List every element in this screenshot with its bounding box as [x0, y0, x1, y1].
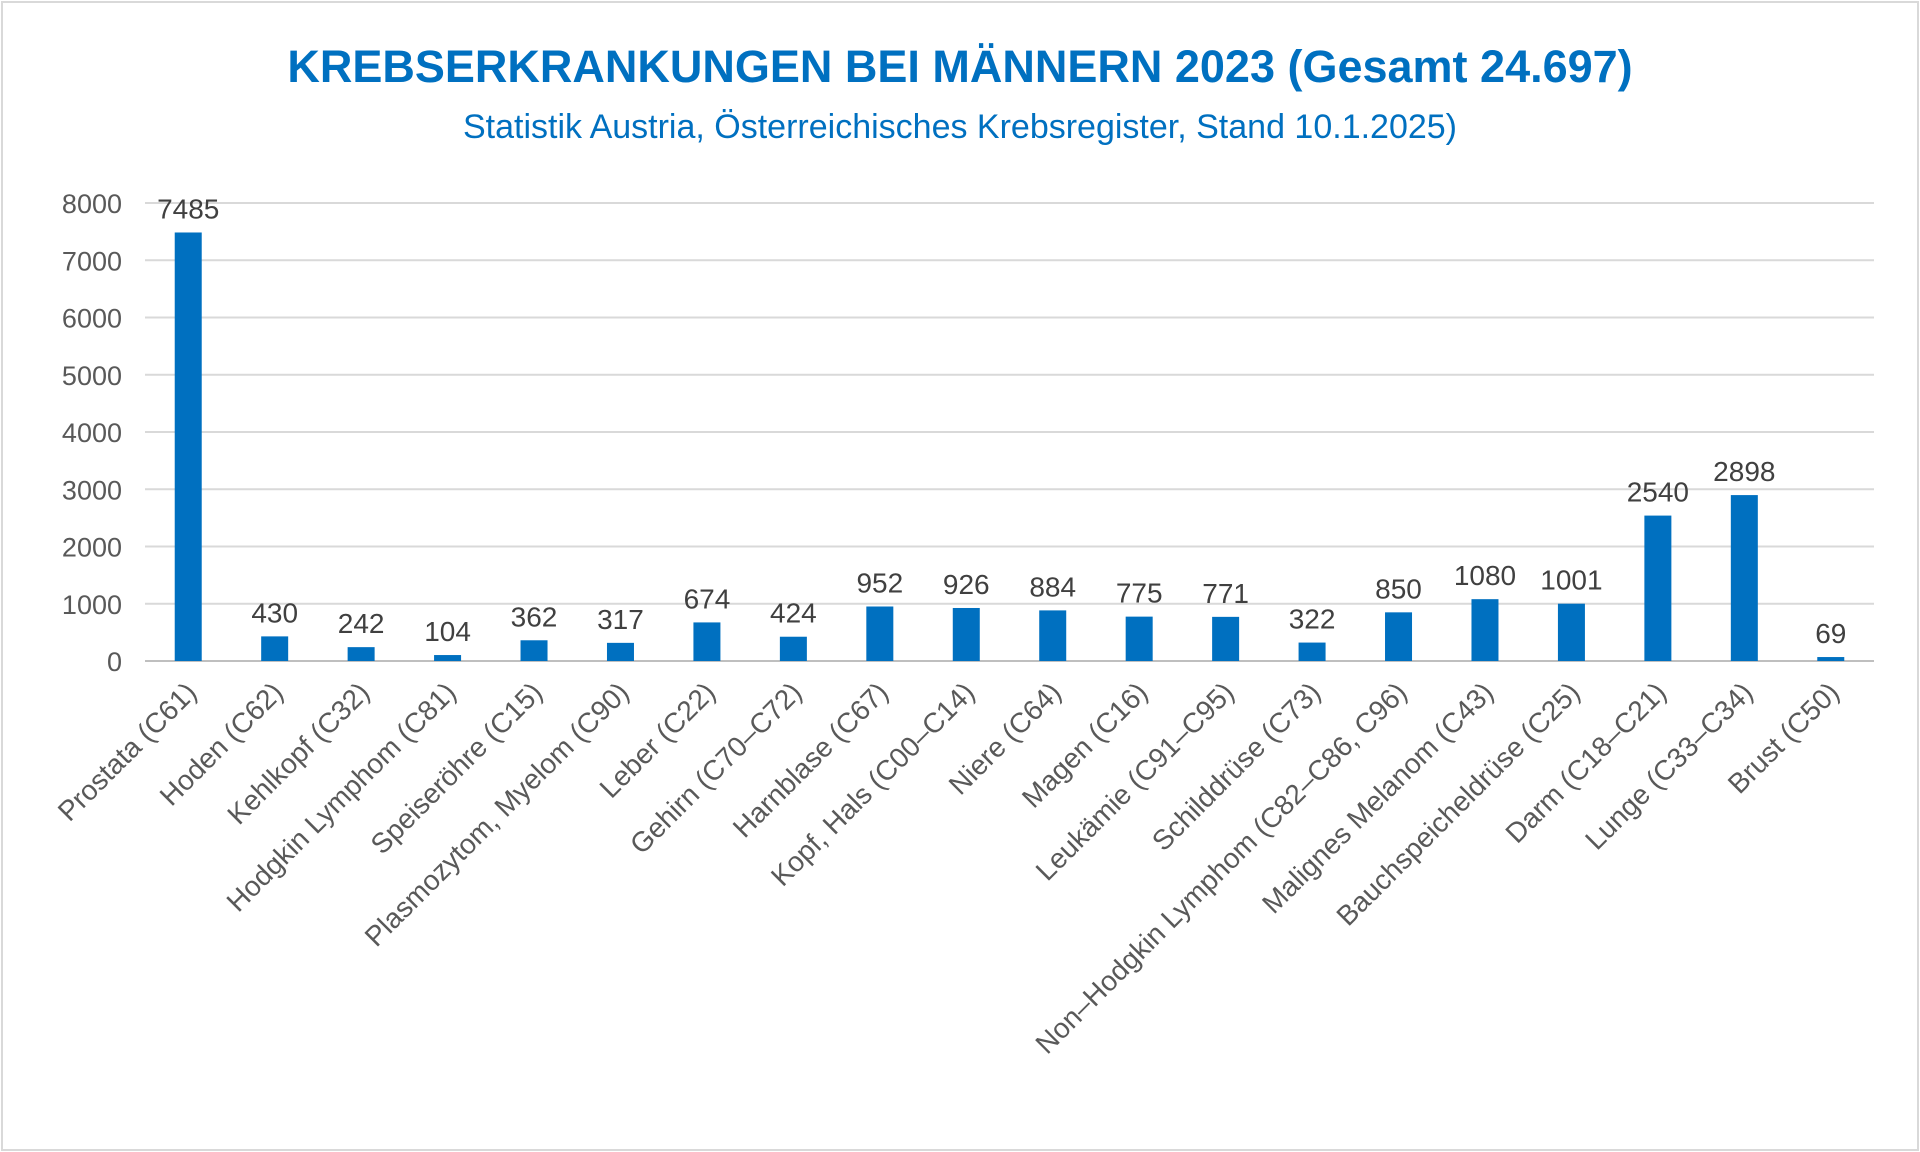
bar	[520, 640, 548, 661]
bar	[779, 636, 807, 661]
bar	[606, 642, 634, 661]
data-label: 362	[511, 601, 558, 632]
x-category-label: Darm (C18–C21)	[1499, 676, 1672, 849]
bar	[1298, 642, 1326, 661]
chart-title: KREBSERKRANKUNGEN BEI MÄNNERN 2023 (Gesa…	[287, 41, 1632, 92]
bar	[693, 622, 721, 661]
data-label: 424	[770, 598, 817, 629]
data-label: 926	[943, 569, 990, 600]
bar	[1125, 616, 1153, 661]
bar	[952, 607, 980, 661]
x-category-label: Harnblase (C67)	[727, 676, 894, 843]
bar	[1817, 657, 1845, 661]
data-label: 242	[338, 608, 385, 639]
data-label: 317	[597, 604, 644, 635]
bar	[1730, 495, 1758, 661]
data-label: 775	[1116, 578, 1163, 609]
y-tick-label: 6000	[62, 304, 122, 334]
data-label: 1080	[1454, 560, 1516, 591]
bar	[261, 636, 289, 661]
data-label: 2540	[1627, 477, 1689, 508]
data-label: 2898	[1713, 456, 1775, 487]
bar	[1557, 603, 1585, 661]
y-tick-label: 5000	[62, 361, 122, 391]
y-tick-label: 1000	[62, 590, 122, 620]
data-label: 104	[424, 616, 471, 647]
y-tick-label: 4000	[62, 418, 122, 448]
data-label: 1001	[1540, 565, 1602, 596]
x-category-label: Lunge (C33–C34)	[1579, 676, 1758, 855]
data-label: 850	[1375, 573, 1422, 604]
data-label: 884	[1029, 571, 1076, 602]
bar	[1385, 612, 1413, 661]
x-category-label: Schilddrüse (C73)	[1146, 676, 1326, 856]
bar	[434, 655, 462, 661]
bar	[347, 647, 375, 661]
y-tick-label: 3000	[62, 475, 122, 505]
bar	[1212, 616, 1240, 661]
bar	[1471, 599, 1499, 661]
y-tick-label: 7000	[62, 246, 122, 276]
data-label: 69	[1815, 618, 1846, 649]
data-label: 674	[684, 583, 731, 614]
bar	[866, 606, 894, 661]
bar	[1039, 610, 1067, 661]
data-label: 952	[856, 567, 903, 598]
data-label: 7485	[157, 193, 219, 224]
bar	[174, 232, 202, 661]
data-label: 430	[251, 597, 298, 628]
bar	[1644, 515, 1672, 661]
chart-subtitle: Statistik Austria, Österreichisches Kreb…	[463, 108, 1457, 146]
y-tick-label: 2000	[62, 533, 122, 563]
data-label: 771	[1202, 578, 1249, 609]
data-label: 322	[1289, 604, 1336, 635]
y-tick-label: 0	[107, 647, 122, 677]
y-tick-label: 8000	[62, 189, 122, 219]
